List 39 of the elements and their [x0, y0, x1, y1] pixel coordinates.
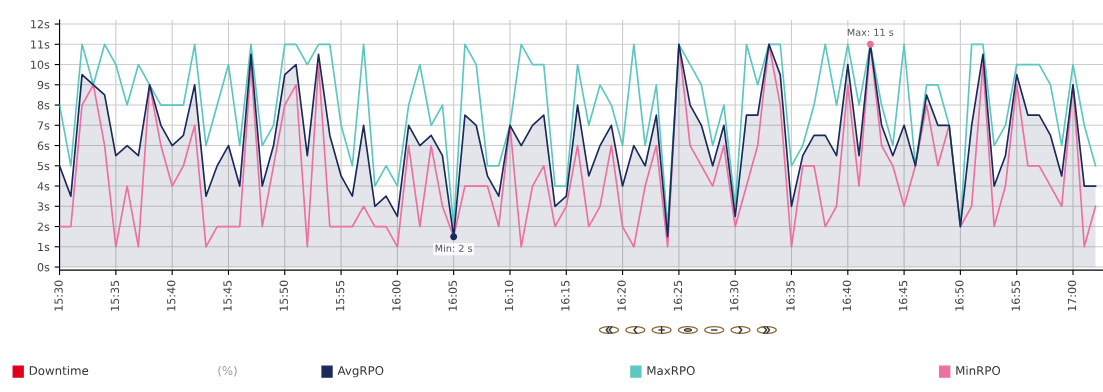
x-tick-label: 16:25	[673, 280, 683, 311]
y-tick-label: 8s	[37, 101, 50, 110]
x-tick-label: 15:55	[336, 280, 345, 311]
x-tick-label: 16:05	[448, 280, 457, 311]
legend-label: MinRPO	[956, 365, 1001, 376]
x-tick-label: 16:10	[504, 280, 514, 311]
y-tick-label: 2s	[37, 222, 50, 231]
x-tick-label: 15:30	[54, 280, 63, 311]
x-tick-label: 16:55	[1011, 280, 1020, 311]
x-tick-label: 15:35	[110, 280, 120, 311]
x-tick-label: 16:35	[786, 280, 795, 311]
y-tick-label: 9s	[37, 80, 50, 90]
annotation: Max: 11 s	[847, 28, 894, 36]
y-tick-label: 0s	[37, 263, 50, 272]
annotation: Min: 2 s	[435, 244, 473, 252]
y-tick-label: 3s	[37, 202, 50, 211]
text: (%)	[218, 365, 237, 377]
x-tick-label: 16:15	[561, 280, 570, 311]
x-tick-label: 16:45	[898, 280, 908, 311]
x-tick-label: 16:30	[730, 280, 739, 311]
x-tick-label: 17:00	[1067, 280, 1077, 311]
x-tick-label: 16:00	[392, 280, 401, 311]
legend-label: AvgRPO	[337, 366, 384, 378]
y-tick-label: 12s	[31, 20, 50, 29]
y-tick-label: 4s	[37, 182, 50, 191]
y-tick-label: 5s	[37, 161, 50, 171]
y-tick-label: 10s	[31, 60, 50, 69]
legend-label: Downtime	[29, 365, 89, 376]
x-tick-label: 16:40	[842, 280, 852, 311]
legend-label: MaxRPO	[647, 366, 695, 376]
y-tick-label: 6s	[37, 141, 50, 150]
y-tick-label: 11s	[31, 40, 50, 49]
y-tick-label: 1s	[38, 242, 50, 252]
y-tick-label: 7s	[37, 121, 50, 130]
x-tick-label: 16:20	[617, 280, 626, 311]
x-tick-label: 15:45	[223, 280, 232, 311]
x-tick-label: 16:50	[955, 280, 964, 311]
x-tick-label: 15:50	[279, 280, 288, 311]
x-tick-label: 15:40	[167, 280, 176, 311]
